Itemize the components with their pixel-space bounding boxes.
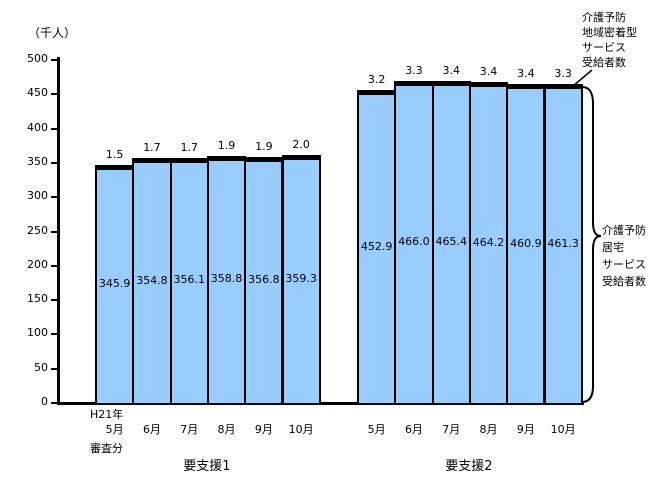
annotation-line: 介護予防 — [602, 224, 646, 237]
cap-value-label: 1.9 — [255, 139, 273, 153]
x-axis-tick-label: 8月 — [479, 423, 498, 436]
y-axis-tick-label: 250 — [27, 223, 48, 237]
bar-value-label: 452.9 — [360, 239, 393, 253]
y-axis-tick — [51, 161, 58, 164]
bar-value-label: 356.8 — [248, 272, 280, 286]
bar-cap-segment — [132, 158, 172, 164]
y-axis-tick — [51, 402, 58, 404]
cap-value-label: 3.3 — [405, 64, 423, 78]
x-axis-tick-label: 5月 — [367, 423, 386, 436]
y-axis-tick — [51, 230, 58, 233]
x-axis-note-label: 審査分 — [90, 442, 123, 455]
bar-cap-segment — [95, 164, 135, 170]
y-axis-tick-label: 350 — [27, 154, 48, 168]
x-axis-tick-label: 6月 — [142, 423, 161, 436]
x-axis-tick-label: 10月 — [288, 423, 314, 436]
y-axis-tick — [51, 299, 58, 302]
bar-cap-segment — [431, 81, 471, 87]
annotation-line: 居宅 — [602, 241, 624, 254]
curly-brace — [581, 86, 602, 403]
annotation-line: 地域密着型 — [582, 26, 637, 39]
group-label: 要支援1 — [183, 459, 231, 474]
bar-cap-segment — [468, 82, 509, 88]
group-label: 要支援2 — [445, 459, 493, 474]
annotation-line: 介護予防 — [582, 11, 626, 24]
bar-value-label: 466.0 — [398, 235, 430, 249]
bar-value-label: 460.9 — [510, 236, 542, 250]
bar-cap-segment — [244, 156, 284, 162]
cap-value-label: 3.4 — [517, 67, 535, 81]
cap-value-label: 1.9 — [217, 138, 236, 152]
bar-cap-segment — [206, 155, 247, 161]
x-axis-tick-label: 6月 — [404, 423, 423, 436]
x-axis-era-label: H21年 — [90, 408, 124, 421]
y-axis-tick-label: 0 — [41, 395, 48, 408]
bar-cap-segment — [357, 90, 397, 96]
annotation-line: 受給者数 — [582, 56, 626, 69]
bar-value-label: 356.1 — [173, 273, 205, 287]
bar-cap-segment — [543, 84, 583, 90]
bar — [132, 158, 172, 405]
y-axis-tick — [51, 127, 58, 130]
cap-value-label: 3.2 — [367, 73, 386, 87]
y-axis-tick — [51, 264, 58, 267]
cap-value-label: 3.3 — [554, 67, 572, 81]
bar — [506, 84, 546, 405]
y-axis-tick — [51, 333, 58, 336]
bar-value-label: 358.8 — [210, 272, 243, 286]
x-axis-tick-label: 10月 — [550, 423, 576, 436]
cap-value-label: 1.5 — [105, 147, 124, 161]
cap-value-label: 2.0 — [292, 138, 310, 152]
y-axis-unit-label: （千人） — [28, 26, 77, 40]
cap-value-label: 1.7 — [143, 141, 161, 155]
cap-value-label: 3.4 — [479, 65, 498, 79]
bar-cap-segment — [281, 155, 321, 161]
y-axis-tick-label: 150 — [27, 292, 48, 306]
y-axis-tick-label: 200 — [27, 257, 48, 271]
y-axis-tick — [51, 93, 58, 96]
bar-value-label: 359.3 — [285, 272, 317, 286]
y-axis-line — [57, 57, 60, 405]
annotation-home-service: 介護予防 居宅 サービス 受給者数 — [602, 222, 646, 290]
bar-value-label: 461.3 — [547, 236, 579, 250]
bar — [357, 90, 397, 405]
y-axis-tick-label: 500 — [27, 52, 48, 65]
annotation-line: 受給者数 — [602, 275, 646, 288]
y-axis-tick — [51, 367, 58, 370]
x-axis-tick-label: 9月 — [254, 423, 273, 436]
bar-value-label: 345.9 — [98, 276, 131, 290]
bar-value-label: 464.2 — [472, 235, 505, 249]
y-axis-tick-label: 300 — [27, 189, 48, 203]
x-axis-tick-label: 9月 — [516, 423, 535, 436]
x-axis-tick-label: 8月 — [217, 423, 236, 436]
bar-value-label: 465.4 — [435, 235, 467, 249]
cap-value-label: 1.7 — [180, 140, 198, 154]
x-axis-tick-label: 5月 — [105, 423, 124, 436]
y-axis-tick-label: 450 — [27, 86, 48, 100]
bar — [543, 84, 583, 405]
y-axis-tick-label: 400 — [27, 120, 48, 134]
y-axis-tick — [51, 196, 58, 199]
x-axis-tick-label: 7月 — [180, 423, 199, 436]
bar — [281, 155, 321, 405]
bar — [95, 164, 135, 405]
y-axis-tick-label: 100 — [27, 326, 48, 340]
y-axis-tick — [51, 59, 58, 61]
annotation-community-service: 介護予防 地域密着型 サービス 受給者数 — [582, 10, 637, 70]
y-axis-tick-label: 50 — [34, 360, 48, 374]
bar-cap-segment — [394, 81, 434, 87]
annotation-line: サービス — [582, 41, 626, 54]
annotation-line: サービス — [602, 258, 646, 271]
x-axis-tick-label: 7月 — [442, 423, 461, 436]
cap-value-label: 3.4 — [442, 64, 460, 78]
bar-cap-segment — [506, 84, 546, 90]
bar-cap-segment — [169, 157, 209, 163]
bar-value-label: 354.8 — [136, 273, 168, 287]
